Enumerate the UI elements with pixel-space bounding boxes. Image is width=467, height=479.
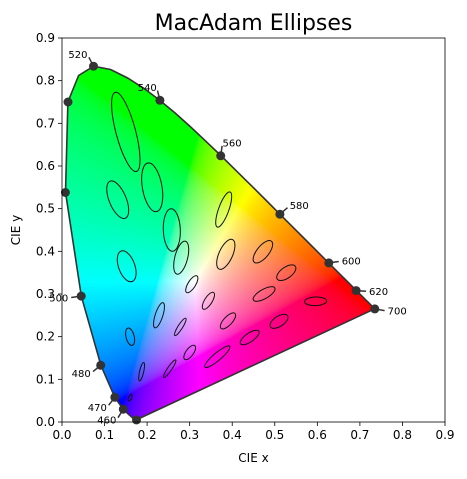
marker-520 — [89, 61, 98, 71]
wavelength-label-560: 560 — [223, 138, 242, 149]
macadam-ellipse-5 — [106, 180, 130, 219]
plot-frame — [61, 37, 446, 423]
macadam-ellipse-6 — [141, 162, 164, 213]
wavelength-label-700: 700 — [388, 307, 407, 318]
wavelength-label-580: 580 — [290, 201, 309, 212]
y-axis: 0.0 0.1 0.2 0.3 0.4 0.5 0.6 0.7 0.8 0.9 — [36, 31, 62, 429]
wavelength-label-540: 540 — [138, 83, 157, 94]
y-tick-label: 0.6 — [36, 159, 55, 173]
marker-700 — [370, 304, 380, 314]
wavelength-label-480: 480 — [72, 369, 91, 380]
marker-540 — [155, 95, 165, 105]
macadam-ellipse-17 — [252, 286, 276, 302]
marker-480 — [96, 360, 106, 370]
x-tick-label: 0.9 — [435, 428, 454, 442]
marker-470 — [110, 392, 120, 402]
wavelength-label-470: 470 — [88, 403, 107, 414]
locus-marker-2 — [60, 188, 70, 197]
y-tick-label: 0.3 — [36, 287, 55, 301]
x-tick-label: 0.8 — [393, 428, 412, 442]
macadam-ellipse-16 — [276, 264, 297, 282]
y-tick-label: 0.9 — [36, 31, 55, 45]
macadam-ellipse-9 — [173, 240, 190, 275]
macadam-ellipse-15 — [252, 240, 274, 264]
locus-marker-3 — [63, 97, 73, 107]
ellipse-layer — [106, 91, 328, 402]
wavelength-label-520: 520 — [68, 50, 87, 61]
macadam-ellipse-3 — [162, 359, 177, 379]
x-axis-title: CIE x — [238, 451, 268, 465]
macadam-ellipse-8 — [116, 250, 137, 283]
wavelength-label-600: 600 — [342, 257, 361, 268]
macadam-ellipse-7 — [162, 208, 181, 252]
wavelength-label-500: 500 — [49, 293, 68, 304]
marker-620 — [351, 286, 361, 296]
locus-marker-1 — [132, 415, 141, 425]
macadam-ellipse-20 — [201, 291, 216, 310]
y-tick-label: 0.4 — [36, 244, 55, 258]
chart-title: MacAdam Ellipses — [155, 11, 353, 36]
x-tick-label: 0.1 — [95, 428, 114, 442]
marker-580 — [275, 209, 285, 219]
macadam-ellipse-2 — [138, 362, 146, 382]
y-tick-label: 0.0 — [36, 415, 55, 429]
x-tick-label: 0.5 — [265, 428, 284, 442]
marker-460 — [118, 404, 128, 414]
macadam-ellipse-21 — [219, 312, 237, 330]
macadam-ellipse-14 — [216, 238, 236, 270]
marker-560 — [216, 151, 226, 161]
macadam-ellipse-13 — [185, 275, 199, 294]
spectral-locus — [64, 65, 377, 421]
macadam-ellipse-1 — [127, 393, 133, 402]
x-tick-label: 0.0 — [52, 428, 71, 442]
y-tick-label: 0.7 — [36, 116, 55, 130]
x-tick-label: 0.4 — [223, 428, 242, 442]
x-tick-label: 0.6 — [308, 428, 327, 442]
x-tick-label: 0.2 — [138, 428, 157, 442]
macadam-ellipse-10 — [215, 191, 233, 228]
x-axis: 0.0 0.1 0.2 0.3 0.4 0.5 0.6 0.7 0.8 0.9 — [52, 422, 455, 442]
y-tick-label: 0.2 — [36, 330, 55, 344]
macadam-ellipse-11 — [125, 327, 136, 346]
macadam-ellipse-25 — [204, 345, 231, 369]
macadam-ellipse-19 — [304, 296, 328, 307]
y-tick-label: 0.1 — [36, 372, 55, 386]
macadam-ellipse-22 — [239, 329, 260, 346]
y-tick-label: 0.8 — [36, 74, 55, 88]
y-tick-label: 0.5 — [36, 202, 55, 216]
marker-600 — [324, 258, 334, 268]
wavelength-label-620: 620 — [369, 287, 388, 298]
marker-500 — [76, 291, 86, 301]
wavelength-label-460: 460 — [97, 416, 116, 427]
y-axis-title: CIE y — [9, 215, 23, 245]
x-tick-label: 0.3 — [180, 428, 199, 442]
x-tick-label: 0.7 — [350, 428, 369, 442]
macadam-ellipse-24 — [183, 344, 197, 361]
macadam-ellipse-23 — [173, 317, 187, 337]
macadam-ellipse-12 — [153, 302, 165, 329]
macadam-ellipse-4 — [111, 91, 141, 172]
macadam-ellipse-18 — [269, 313, 289, 329]
